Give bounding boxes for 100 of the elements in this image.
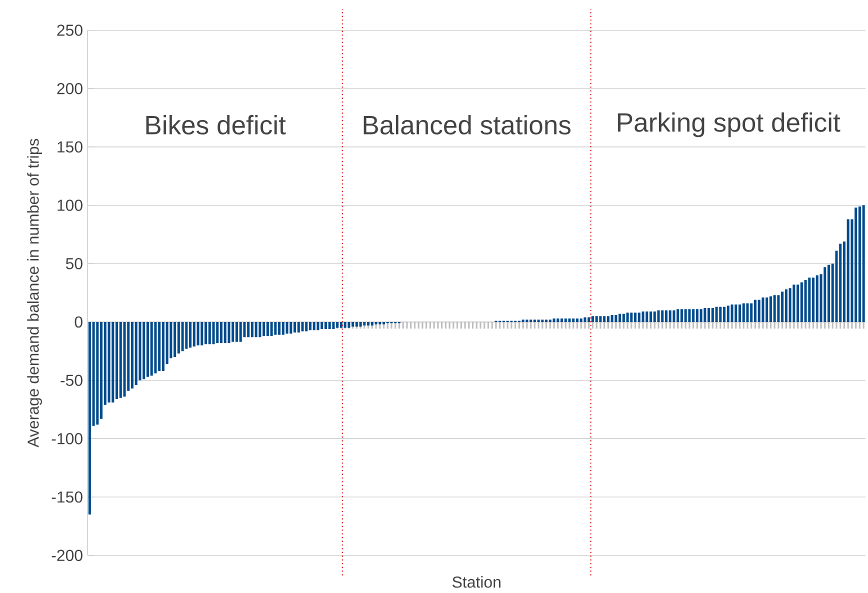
- bar: [370, 322, 374, 326]
- bar: [282, 322, 284, 335]
- annotation: Balanced stations: [364, 114, 571, 134]
- bar: [734, 304, 738, 322]
- y-tick-label: -150: [52, 491, 82, 503]
- bar: [738, 304, 742, 322]
- bar: [363, 322, 366, 326]
- bar: [212, 322, 215, 344]
- bar: [239, 322, 242, 342]
- bar: [649, 311, 652, 322]
- bar: [762, 297, 764, 322]
- bar: [603, 316, 606, 322]
- bar: [812, 278, 815, 322]
- bar: [668, 310, 672, 322]
- bar: [378, 322, 382, 324]
- bar: [750, 303, 753, 322]
- bar: [316, 322, 320, 330]
- bar: [854, 207, 858, 322]
- bar: [808, 278, 811, 322]
- bar: [278, 322, 281, 335]
- bar: [777, 295, 780, 322]
- bar: [374, 322, 378, 324]
- bar: [781, 292, 784, 322]
- bar: [301, 322, 304, 332]
- bar: [220, 322, 222, 343]
- bar: [684, 309, 687, 322]
- bar: [200, 322, 204, 346]
- bar: [297, 322, 300, 332]
- bar: [112, 322, 114, 402]
- bar: [142, 322, 146, 380]
- bar: [274, 322, 277, 335]
- bar: [123, 322, 126, 397]
- bar: [185, 322, 188, 349]
- bar: [796, 284, 800, 322]
- bar: [653, 311, 656, 322]
- bar: [189, 322, 192, 348]
- bar: [208, 322, 211, 344]
- bar: [792, 284, 796, 322]
- bar: [595, 316, 598, 322]
- bar: [692, 309, 695, 322]
- bar: [715, 306, 718, 322]
- bar: [568, 318, 571, 322]
- bar: [700, 309, 702, 322]
- bar: [382, 322, 386, 324]
- bar: [258, 322, 262, 338]
- bar: [224, 322, 226, 343]
- x-axis-title: Station: [452, 576, 500, 588]
- bar: [560, 318, 564, 322]
- bar: [610, 314, 614, 322]
- bar: [754, 300, 756, 322]
- bar: [572, 318, 575, 322]
- bar: [130, 322, 134, 388]
- bar: [730, 304, 734, 322]
- bar: [622, 314, 625, 322]
- bar: [158, 322, 161, 371]
- y-tick-label: 150: [58, 141, 82, 152]
- bar: [746, 303, 749, 322]
- bar: [606, 316, 610, 322]
- bar: [320, 322, 324, 329]
- y-tick-label: 250: [57, 24, 82, 36]
- bar: [688, 309, 691, 322]
- bar: [174, 322, 176, 357]
- bar: [270, 322, 273, 336]
- bar: [657, 310, 660, 322]
- annotation: Parking spot deficit: [618, 112, 840, 138]
- bar: [192, 322, 196, 346]
- bar: [328, 322, 331, 329]
- bar: [294, 322, 296, 332]
- bar: [367, 322, 370, 326]
- annotation: Bikes deficit: [146, 114, 286, 134]
- bar: [800, 282, 803, 322]
- bar: [266, 322, 269, 336]
- bar: [614, 314, 618, 322]
- bar: [758, 300, 760, 322]
- bar: [858, 206, 861, 322]
- bar: [630, 312, 633, 322]
- bar: [576, 318, 578, 322]
- bar: [642, 311, 644, 322]
- bar: [773, 295, 776, 322]
- y-axis-title: Average demand balance in number of trips: [27, 138, 42, 448]
- bar: [250, 322, 254, 338]
- bar: [247, 322, 250, 338]
- bar: [704, 308, 706, 322]
- bar: [254, 322, 258, 338]
- bar: [742, 303, 745, 322]
- bar: [580, 318, 582, 322]
- bar: [696, 309, 698, 322]
- bar: [312, 322, 316, 330]
- bar: [769, 296, 772, 322]
- bar: [672, 310, 676, 322]
- bar: [196, 322, 200, 346]
- bar: [116, 322, 118, 399]
- bar: [839, 244, 842, 322]
- y-tick-label: -200: [52, 550, 82, 561]
- bar: [340, 322, 342, 328]
- bar: [711, 308, 714, 322]
- bar: [784, 289, 788, 322]
- bar: [680, 309, 683, 322]
- bar: [862, 205, 865, 322]
- bar: [638, 312, 640, 322]
